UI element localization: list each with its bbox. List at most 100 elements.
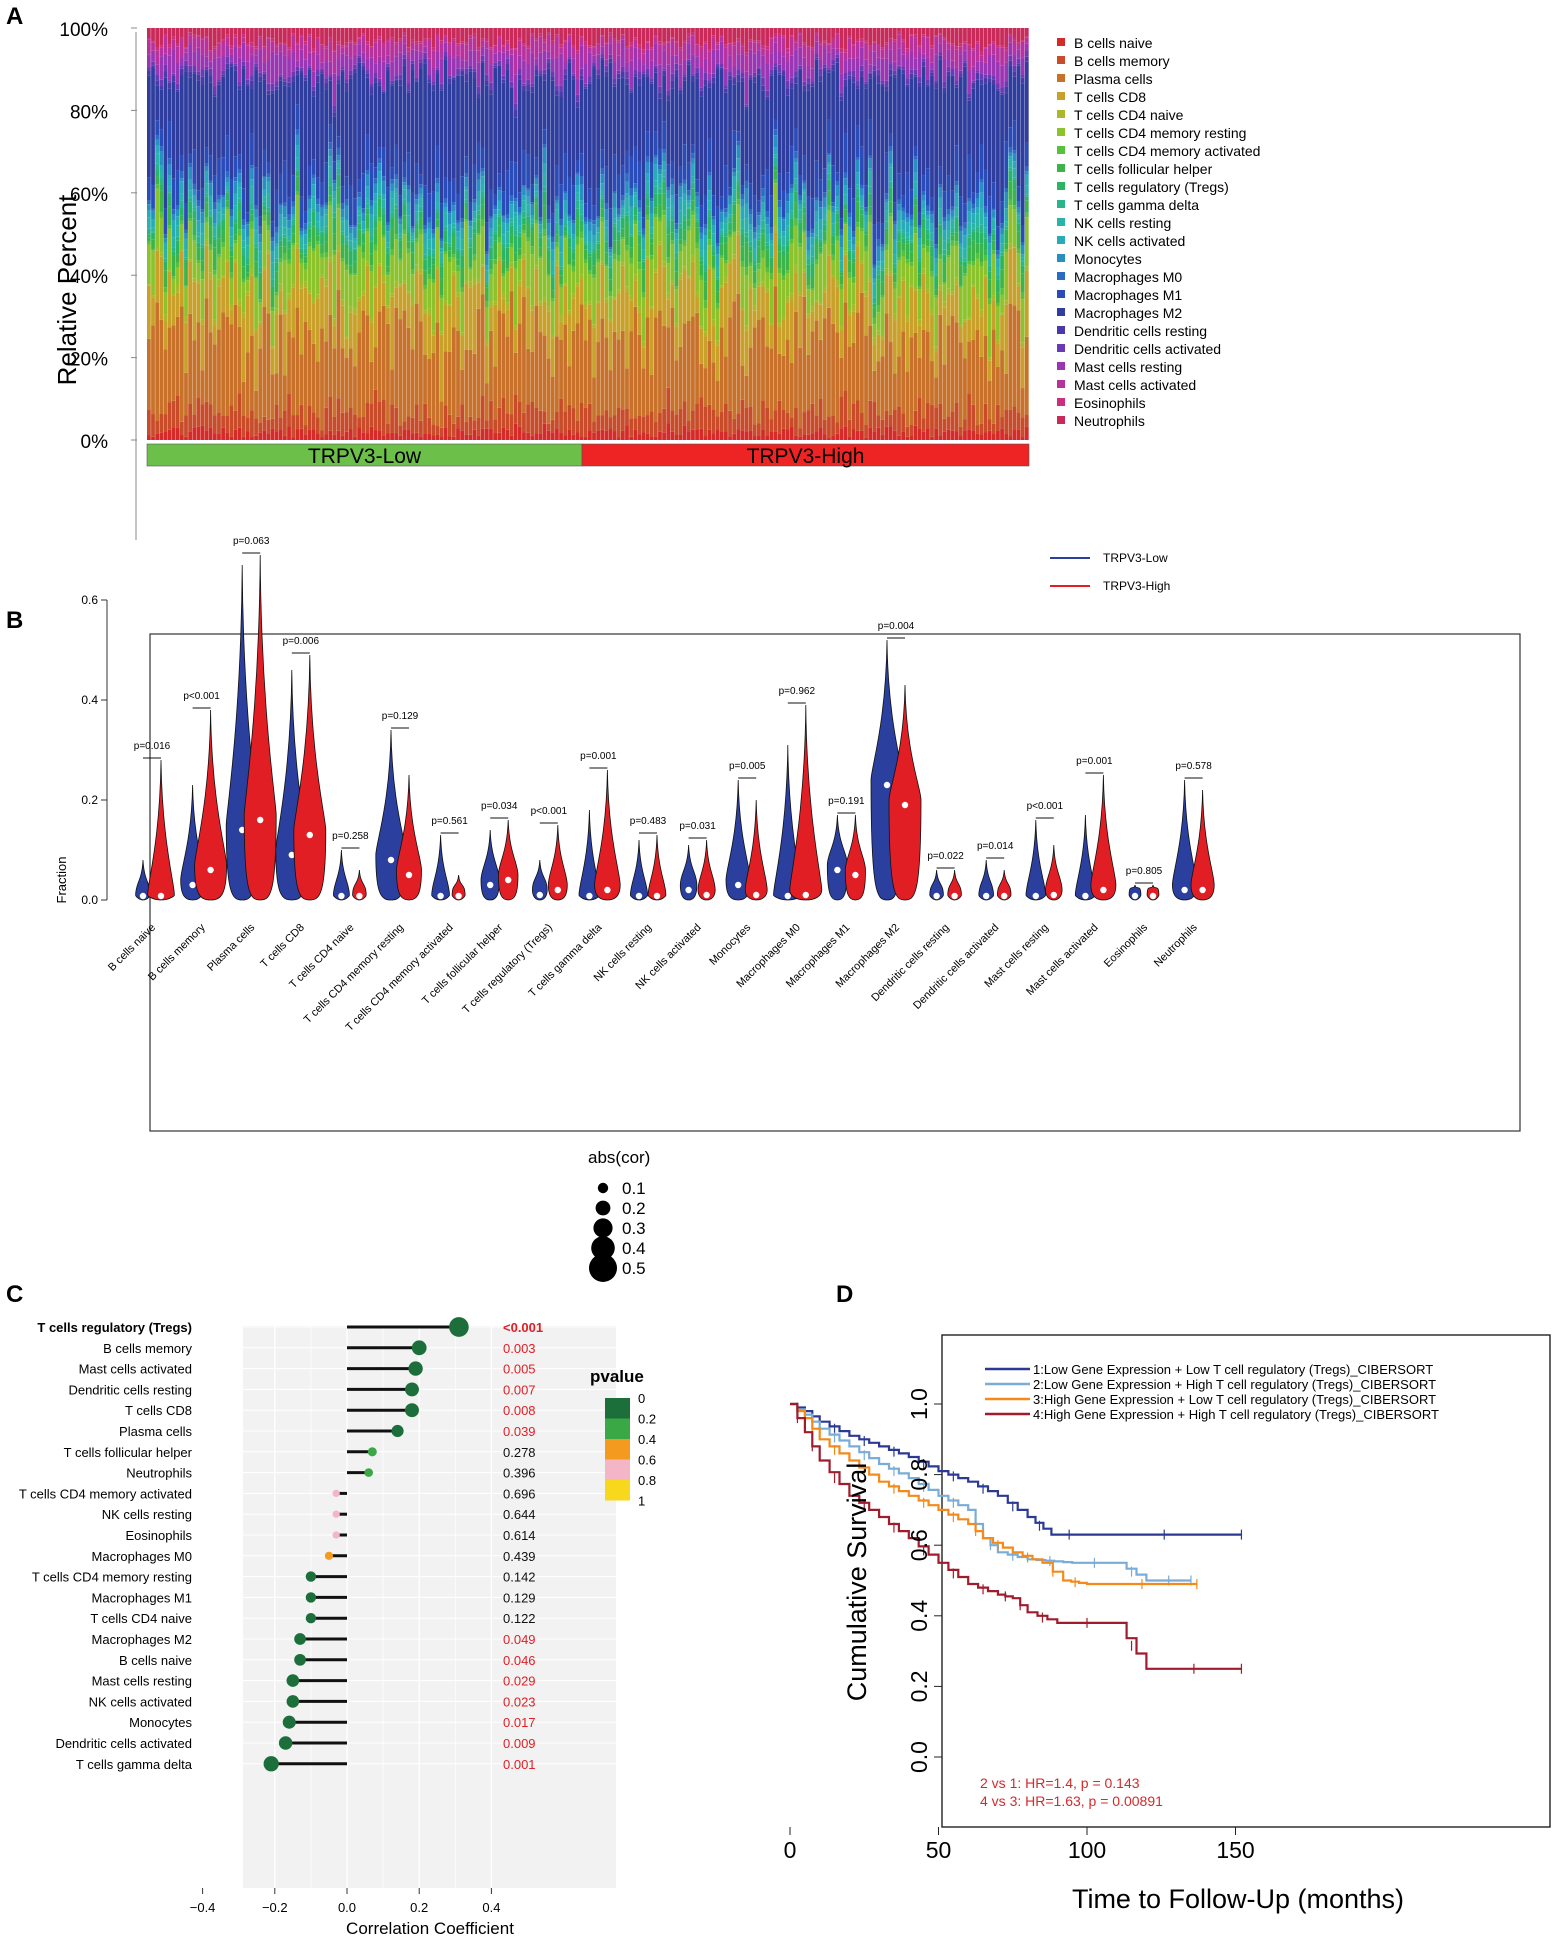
bar-segment-11 — [451, 223, 456, 228]
bar-segment-10 — [756, 237, 761, 241]
bar-segment-21 — [439, 40, 444, 44]
bar-segment-7 — [250, 221, 254, 229]
bar-segment-8 — [307, 238, 312, 243]
bar-segment-12 — [839, 247, 844, 261]
bar-segment-21 — [847, 36, 852, 39]
bar-segment-2 — [765, 407, 770, 436]
bar-segment-22 — [550, 28, 555, 41]
bar-segment-8 — [715, 291, 720, 304]
bar-segment-16 — [287, 86, 291, 198]
bar-segment-16 — [831, 70, 835, 166]
bar-segment-6 — [369, 271, 374, 318]
bar-segment-21 — [229, 45, 234, 49]
bar-segment-12 — [175, 216, 180, 226]
bar-segment-16 — [839, 100, 844, 219]
bar-segment-17 — [596, 74, 601, 79]
bar-segment-16 — [777, 74, 782, 174]
bar-segment-1 — [353, 436, 357, 440]
bar-segment-1 — [942, 431, 947, 440]
bar-segment-11 — [394, 193, 399, 205]
bar-segment-15 — [835, 172, 840, 182]
bar-segment-13 — [460, 222, 465, 229]
bar-segment-1 — [427, 434, 432, 440]
bar-segment-13 — [266, 177, 271, 182]
bar-segment-13 — [678, 186, 683, 198]
bar-segment-7 — [682, 240, 687, 246]
bar-109 — [592, 28, 596, 440]
bar-segment-11 — [151, 227, 155, 232]
bar-segment-17 — [884, 86, 889, 91]
bar-segment-14 — [336, 147, 341, 156]
bar-segment-13 — [423, 229, 427, 234]
bar-segment-11 — [670, 205, 675, 216]
bar-segment-5 — [274, 308, 279, 315]
bar-segment-13 — [402, 182, 407, 186]
bar-segment-1 — [394, 433, 399, 440]
bar-segment-4 — [785, 302, 790, 340]
bar-segment-13 — [777, 207, 782, 218]
bar-segment-21 — [608, 32, 613, 36]
bar-segment-12 — [736, 158, 741, 172]
bar-segment-6 — [278, 262, 283, 284]
bar-segment-1 — [831, 435, 835, 440]
bar-segment-8 — [439, 278, 444, 296]
bar-163 — [814, 28, 819, 440]
bar-segment-15 — [583, 203, 588, 218]
bar-segment-15 — [287, 197, 291, 215]
bar-segment-9 — [653, 193, 658, 208]
bar-segment-2 — [472, 420, 477, 430]
bar-segment-3 — [575, 323, 580, 421]
bar-segment-2 — [905, 426, 910, 437]
bar-segment-9 — [707, 216, 712, 231]
bar-segment-4 — [756, 286, 761, 321]
bar-segment-15 — [810, 198, 815, 229]
bar-segment-2 — [925, 402, 930, 429]
bar-segment-1 — [163, 431, 168, 440]
bar-segment-12 — [892, 239, 897, 255]
bar-segment-12 — [575, 185, 580, 193]
bar-segment-10 — [728, 217, 732, 223]
bar-segment-21 — [752, 40, 757, 43]
bar-segment-18 — [435, 67, 440, 70]
bar-segment-1 — [963, 430, 967, 440]
bar-segment-1 — [1016, 429, 1021, 440]
bar-segment-15 — [381, 147, 386, 177]
bar-segment-11 — [159, 171, 164, 178]
bar-segment-14 — [868, 155, 873, 159]
bar-segment-1 — [810, 434, 815, 440]
bar-segment-11 — [691, 176, 695, 183]
bar-segment-7 — [151, 248, 155, 251]
bar-segment-16 — [620, 77, 625, 166]
bar-segment-8 — [847, 260, 852, 273]
bar-segment-14 — [456, 220, 460, 224]
bar-segment-13 — [410, 228, 415, 233]
bar-segment-9 — [938, 224, 943, 237]
bar-segment-20 — [843, 52, 848, 61]
bar-segment-6 — [241, 282, 246, 313]
bar-segment-5 — [975, 294, 980, 299]
bar-segment-13 — [361, 212, 366, 222]
bar-segment-3 — [868, 325, 873, 401]
bar-segment-10 — [295, 168, 300, 171]
bar-segment-9 — [575, 208, 580, 218]
legend-label: Neutrophils — [1074, 413, 1145, 429]
bar-segment-9 — [357, 223, 361, 230]
bar-segment-7 — [419, 229, 423, 235]
bar-segment-21 — [691, 32, 695, 36]
bar-118 — [629, 28, 633, 440]
bar-segment-15 — [217, 158, 221, 196]
bar-segment-22 — [245, 28, 250, 44]
bar-segment-17 — [744, 106, 749, 110]
bar-segment-1 — [765, 435, 770, 440]
bar-segment-4 — [917, 325, 922, 358]
bar-segment-16 — [876, 83, 881, 223]
bar-segment-12 — [909, 226, 914, 235]
bar-segment-11 — [728, 214, 732, 218]
bar-segment-18 — [641, 71, 646, 74]
bar-segment-3 — [439, 401, 444, 428]
bar-segment-9 — [851, 258, 856, 263]
bar-segment-6 — [938, 259, 943, 286]
bar-segment-21 — [225, 34, 230, 38]
bar-segment-3 — [171, 325, 176, 401]
bar-segment-2 — [307, 405, 312, 430]
